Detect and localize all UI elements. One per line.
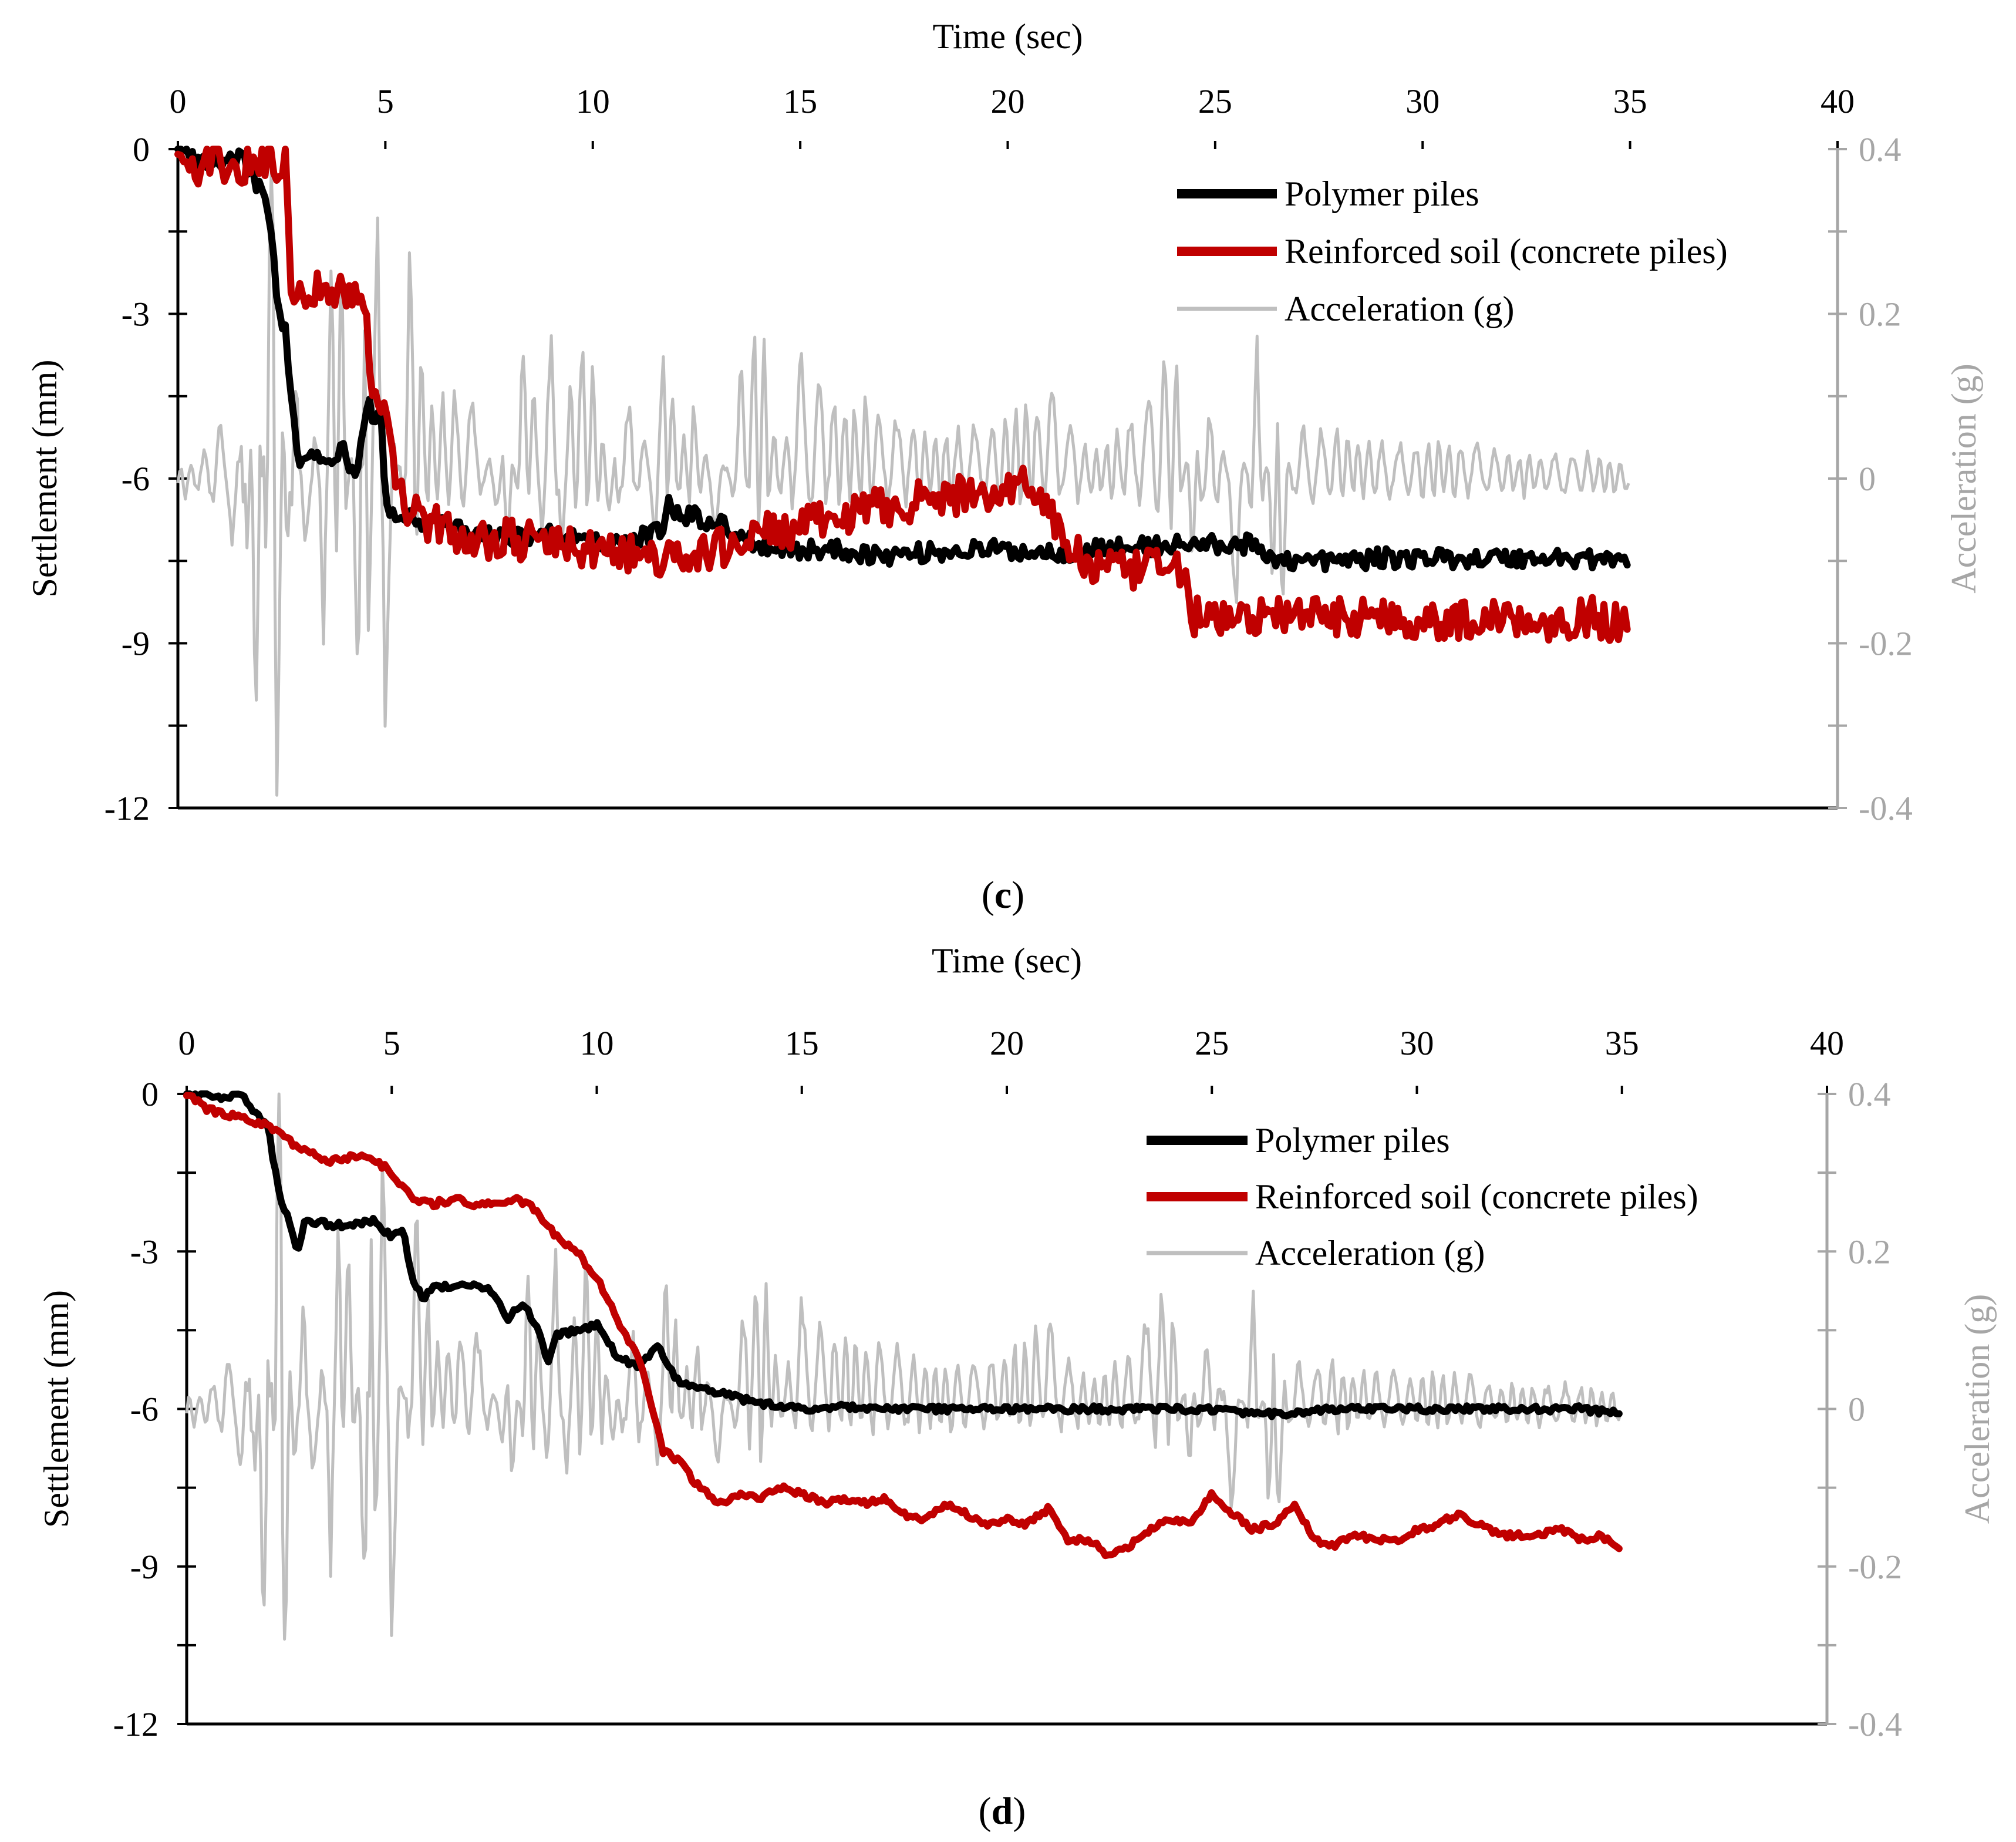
panel-caption: (c) [982, 874, 1024, 917]
legend-entry: Polymer piles [1285, 174, 1479, 213]
y-tick-label: -6 [130, 1390, 159, 1429]
x-tick-label: 20 [990, 1024, 1024, 1062]
y-tick-label: -12 [104, 789, 150, 827]
series-acceleration-line [185, 1092, 1622, 1641]
y2-axis-title: Acceleration (g) [1944, 363, 1983, 593]
panel-caption-close: ) [1012, 874, 1024, 917]
y-tick-label: -9 [130, 1548, 159, 1586]
x-tick-label: 35 [1613, 82, 1647, 120]
legend: Polymer piles Reinforced soil (concrete p… [1177, 174, 1728, 328]
y2-tick-label: -0.4 [1859, 789, 1913, 827]
y-axis-title: Settlement (mm) [25, 360, 64, 598]
x-tick-label: 40 [1810, 1024, 1844, 1062]
y-tick-label: -9 [122, 625, 150, 663]
y-tick-label: -6 [122, 460, 150, 498]
x-tick-label: 5 [383, 1024, 400, 1062]
x-tick-label: 15 [785, 1024, 819, 1062]
x-tick-label: 0 [170, 82, 187, 120]
panel-caption-open: ( [982, 874, 994, 917]
panel-caption-close: ) [1013, 1790, 1026, 1833]
y2-tick-label: 0.2 [1848, 1233, 1891, 1271]
x-tick-label: 5 [377, 82, 394, 120]
x-axis-title: Time (sec) [932, 17, 1083, 56]
x-tick-label: 25 [1195, 1024, 1229, 1062]
y-axis-title: Settlement (mm) [37, 1290, 76, 1528]
panel-caption-letter: c [994, 874, 1012, 917]
y-tick-label: -3 [130, 1233, 159, 1271]
legend: Polymer piles Reinforced soil (concrete p… [1147, 1121, 1698, 1272]
x-tick-label: 30 [1400, 1024, 1434, 1062]
legend-entry: Polymer piles [1255, 1121, 1450, 1160]
legend-entry: Acceleration (g) [1255, 1234, 1485, 1272]
y-tick-label: -3 [122, 295, 150, 334]
y2-tick-label: 0.4 [1859, 130, 1902, 169]
y-tick-label: -12 [113, 1705, 159, 1743]
x-tick-label: 0 [178, 1024, 195, 1062]
legend-entry: Reinforced soil (concrete piles) [1285, 232, 1728, 271]
y2-tick-label: 0.4 [1848, 1075, 1891, 1113]
y2-tick-label: -0.2 [1859, 625, 1913, 663]
x-tick-label: 10 [576, 82, 610, 120]
legend-entry: Reinforced soil (concrete piles) [1255, 1177, 1698, 1216]
y-tick-label: 0 [133, 130, 150, 169]
x-tick-label: 35 [1605, 1024, 1639, 1062]
x-tick-label: 15 [783, 82, 817, 120]
series-acceleration-line [176, 168, 1630, 797]
y-tick-label: 0 [141, 1075, 159, 1113]
chart-panel-c: 0 5 10 15 20 25 30 35 40 0 -3 -6 -9 -12 0.4 0.2 0 -0.2 -0.… [25, 17, 1983, 917]
panel-caption-letter: d [992, 1790, 1013, 1833]
x-tick-label: 40 [1821, 82, 1855, 120]
y2-tick-label: -0.4 [1848, 1705, 1902, 1743]
series-polymer-piles-line [174, 146, 1631, 574]
panel-caption-open: ( [979, 1790, 992, 1833]
y2-axis-title: Acceleration (g) [1958, 1294, 1997, 1524]
series-reinforced-soil-line [183, 1092, 1623, 1560]
y2-tick-label: -0.2 [1848, 1548, 1902, 1586]
y2-tick-label: 0 [1848, 1390, 1865, 1429]
y2-tick-label: 0.2 [1859, 295, 1902, 334]
x-tick-label: 25 [1198, 82, 1232, 120]
series-reinforced-soil-line [174, 146, 1631, 644]
legend-entry: Acceleration (g) [1285, 289, 1514, 328]
chart-panel-d: 0 5 10 15 20 25 30 35 40 0 -3 -6 -9 -12 0.4 0.2 0 -0.2 -0.… [37, 941, 1997, 1833]
x-tick-label: 20 [991, 82, 1025, 120]
series-polymer-piles-line [183, 1090, 1623, 1420]
panel-caption: (d) [979, 1790, 1026, 1833]
y2-tick-label: 0 [1859, 460, 1876, 498]
x-tick-label: 30 [1405, 82, 1439, 120]
x-tick-label: 10 [580, 1024, 614, 1062]
x-axis-title: Time (sec) [932, 941, 1082, 980]
